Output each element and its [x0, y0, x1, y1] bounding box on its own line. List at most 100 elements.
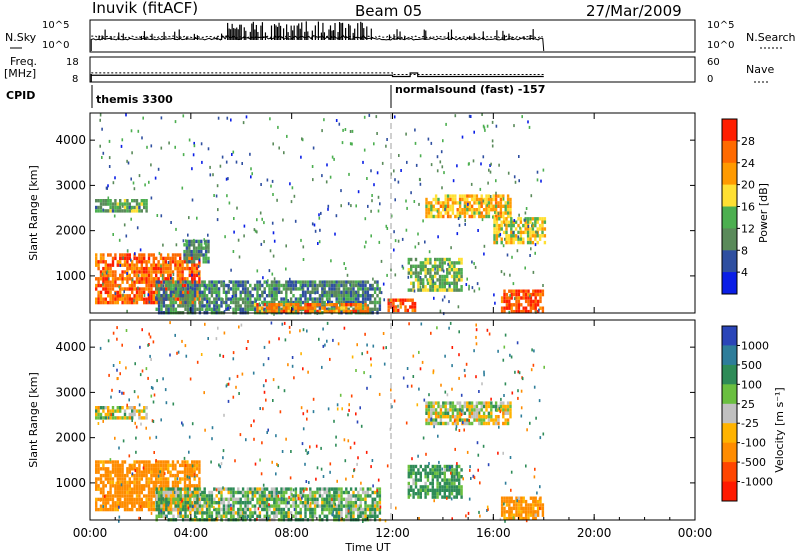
- echo-cell: [446, 411, 450, 415]
- echo-cell: [340, 297, 343, 301]
- echo-cell: [169, 256, 172, 261]
- echo-cell: [346, 273, 349, 277]
- echo-cell: [466, 197, 469, 202]
- echo-cell: [213, 304, 216, 308]
- echo-cell: [174, 467, 177, 471]
- echo-cell: [268, 269, 271, 273]
- echo-cell: [131, 507, 134, 512]
- echo-cell: [376, 507, 379, 512]
- echo-cell: [508, 513, 511, 517]
- echo-cell: [379, 505, 382, 509]
- echo-cell: [413, 305, 417, 309]
- echo-cell: [121, 287, 124, 291]
- echo-cell: [131, 151, 133, 155]
- echo-cell: [131, 270, 134, 274]
- echo-cell: [536, 240, 539, 245]
- echo-cell: [275, 306, 278, 310]
- echo-cell: [532, 503, 535, 507]
- echo-cell: [517, 299, 521, 304]
- echo-cell: [172, 307, 175, 311]
- echo-cell: [378, 297, 382, 301]
- echo-cell: [147, 504, 151, 508]
- echo-cell: [364, 507, 367, 512]
- echo-cell: [104, 266, 107, 271]
- echo-cell: [525, 519, 528, 523]
- echo-cell: [397, 298, 400, 302]
- echo-cell: [140, 409, 143, 413]
- echo-cell: [337, 490, 341, 495]
- beam-title: Beam 05: [355, 2, 422, 20]
- echo-cell: [438, 488, 442, 492]
- echo-cell: [150, 463, 153, 468]
- echo-cell: [119, 372, 121, 376]
- echo-cell: [273, 490, 276, 495]
- echo-cell: [417, 488, 420, 492]
- echo-cell: [233, 230, 235, 234]
- echo-cell: [299, 514, 302, 518]
- echo-cell: [210, 497, 214, 501]
- echo-cell: [222, 287, 226, 291]
- echo-cell: [111, 205, 115, 210]
- echo-cell: [157, 300, 161, 305]
- echo-cell: [231, 295, 234, 298]
- echo-cell: [343, 438, 346, 442]
- echo-cell: [363, 148, 366, 152]
- echo-cell: [508, 299, 511, 304]
- echo-cell: [407, 261, 410, 265]
- echo-cell: [225, 507, 228, 512]
- echo-cell: [497, 204, 500, 208]
- echo-cell: [186, 287, 190, 291]
- echo-cell: [135, 290, 139, 295]
- echo-cell: [237, 507, 240, 512]
- echo-cell: [179, 487, 182, 491]
- echo-cell: [366, 177, 368, 180]
- echo-cell: [349, 446, 352, 450]
- echo-cell: [373, 290, 377, 294]
- echo-cell: [126, 297, 129, 301]
- echo-cell: [354, 501, 358, 505]
- echo-cell: [273, 312, 275, 316]
- echo-cell: [454, 197, 457, 202]
- echo-cell: [196, 511, 199, 515]
- echo-cell: [446, 488, 449, 492]
- echo-cell: [162, 480, 165, 485]
- echo-cell: [433, 425, 435, 429]
- echo-cell: [425, 408, 428, 412]
- echo-cell: [201, 290, 204, 294]
- echo-cell: [116, 326, 118, 330]
- echo-cell: [159, 477, 163, 481]
- echo-cell: [281, 450, 284, 453]
- freq-tick-low: 8: [72, 74, 78, 85]
- echo-cell: [431, 285, 434, 289]
- echo-cell: [169, 501, 172, 505]
- echo-cell: [273, 501, 276, 505]
- echo-cell: [503, 306, 506, 310]
- echo-cell: [359, 300, 362, 305]
- echo-cell: [119, 473, 122, 478]
- echo-cell: [152, 470, 155, 474]
- echo-cell: [217, 294, 221, 298]
- echo-cell: [112, 181, 115, 185]
- echo-cell: [529, 513, 533, 517]
- echo-cell: [95, 253, 98, 257]
- echo-cell: [179, 304, 182, 308]
- echo-cell: [192, 153, 195, 157]
- echo-cell: [323, 287, 326, 291]
- echo-cell: [378, 501, 382, 505]
- echo-cell: [244, 294, 247, 298]
- echo-cell: [503, 345, 506, 349]
- echo-cell: [217, 297, 221, 301]
- echo-cell: [410, 274, 413, 279]
- echo-cell: [196, 501, 199, 505]
- echo-cell: [443, 171, 445, 175]
- echo-cell: [121, 490, 124, 495]
- echo-cell: [345, 487, 348, 491]
- echo-cell: [189, 497, 192, 501]
- echo-cell: [373, 307, 377, 311]
- echo-cell: [427, 137, 430, 141]
- echo-cell: [463, 194, 467, 198]
- echo-cell: [189, 300, 192, 305]
- echo-cell: [287, 507, 290, 512]
- echo-cell: [210, 501, 214, 505]
- echo-cell: [362, 520, 364, 523]
